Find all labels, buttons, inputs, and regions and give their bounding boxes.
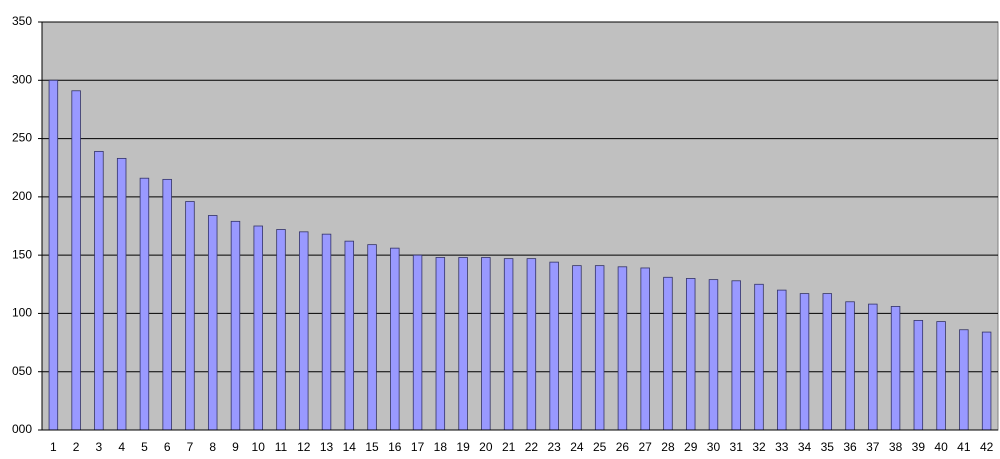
x-tick-label: 12 (297, 440, 311, 454)
bar (503, 258, 514, 431)
x-tick-label: 39 (912, 440, 926, 454)
x-tick-label: 38 (889, 440, 903, 454)
x-tick-label: 9 (232, 440, 239, 454)
bar (822, 293, 833, 431)
x-tick-label: 7 (187, 440, 194, 454)
x-tick-label: 40 (934, 440, 948, 454)
bar (435, 257, 446, 431)
bar (890, 306, 901, 431)
x-tick-label: 21 (502, 440, 516, 454)
x-tick-label: 24 (570, 440, 584, 454)
y-tick-label: 350 (12, 14, 32, 28)
bar (663, 276, 673, 431)
y-tick-label: 200 (12, 189, 32, 203)
x-tick-label: 11 (275, 440, 288, 454)
x-tick-label: 13 (320, 440, 334, 454)
x-tick-label: 36 (843, 440, 857, 454)
bar (959, 329, 969, 431)
bar (390, 247, 400, 431)
x-tick-label: 32 (752, 440, 766, 454)
bar (48, 79, 59, 431)
x-tick-label: 2 (73, 440, 80, 454)
bar (913, 320, 924, 431)
bar (481, 257, 491, 431)
bar (230, 220, 241, 431)
bar (162, 178, 172, 431)
bar (185, 201, 195, 431)
bar (116, 157, 127, 431)
bar (981, 331, 992, 431)
x-tick-label: 18 (434, 440, 448, 454)
bar (617, 266, 628, 431)
x-tick-label: 6 (164, 440, 171, 454)
bar (412, 254, 423, 431)
bar (640, 267, 650, 431)
bar (458, 257, 468, 431)
bar (799, 293, 810, 431)
x-tick-label: 4 (118, 440, 125, 454)
bar (708, 279, 719, 431)
bar (777, 289, 787, 431)
x-tick-label: 20 (479, 440, 493, 454)
plot-area (41, 21, 999, 431)
bar (936, 321, 946, 431)
bar (754, 283, 764, 431)
bar (367, 244, 377, 431)
x-tick-label: 41 (957, 440, 971, 454)
x-tick-label: 15 (365, 440, 379, 454)
bar (526, 258, 537, 431)
x-tick-label: 8 (209, 440, 216, 454)
x-tick-label: 26 (616, 440, 630, 454)
bar (71, 90, 81, 431)
x-tick-label: 17 (411, 440, 425, 454)
x-tick-label: 5 (141, 440, 148, 454)
x-tick-label: 29 (684, 440, 698, 454)
bar (276, 229, 286, 431)
x-tick-label: 23 (547, 440, 561, 454)
bar (321, 233, 332, 431)
x-tick-label: 10 (252, 440, 266, 454)
x-tick-label: 16 (388, 440, 402, 454)
x-tick-label: 34 (798, 440, 812, 454)
x-tick-label: 31 (730, 440, 744, 454)
x-tick-label: 42 (980, 440, 994, 454)
x-tick-label: 27 (639, 440, 653, 454)
bar (572, 265, 582, 431)
y-tick-label: 000 (12, 422, 32, 436)
bar (344, 240, 355, 431)
x-tick-label: 22 (525, 440, 539, 454)
x-tick-label: 1 (50, 440, 57, 454)
bar (207, 215, 218, 431)
bar (299, 231, 309, 431)
y-tick-label: 050 (12, 364, 32, 378)
bar (94, 150, 104, 431)
x-tick-label: 3 (96, 440, 103, 454)
bar (731, 280, 741, 431)
x-tick-label: 28 (661, 440, 675, 454)
x-tick-label: 30 (707, 440, 721, 454)
y-tick-label: 100 (12, 306, 32, 320)
x-tick-label: 33 (775, 440, 789, 454)
x-tick-label: 37 (866, 440, 880, 454)
x-tick-label: 19 (456, 440, 470, 454)
bar (253, 225, 263, 431)
bar (845, 301, 855, 431)
x-tick-label: 14 (343, 440, 357, 454)
y-tick-label: 300 (12, 72, 32, 86)
x-tick-label: 25 (593, 440, 607, 454)
bar (549, 261, 559, 431)
bar (139, 177, 150, 431)
y-tick-label: 250 (12, 131, 32, 145)
y-tick-label: 150 (12, 247, 32, 261)
bar (868, 303, 878, 431)
bar (685, 278, 696, 431)
x-tick-label: 35 (821, 440, 835, 454)
bar (594, 265, 605, 431)
